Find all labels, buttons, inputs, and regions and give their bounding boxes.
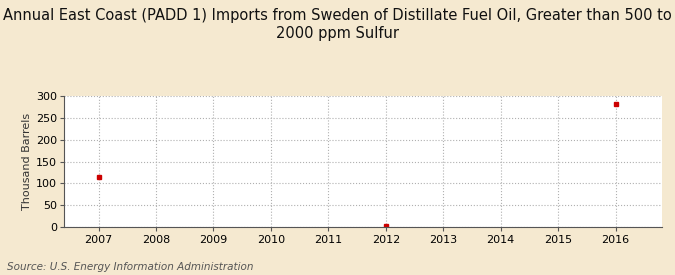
Y-axis label: Thousand Barrels: Thousand Barrels [22,113,32,210]
Text: Annual East Coast (PADD 1) Imports from Sweden of Distillate Fuel Oil, Greater t: Annual East Coast (PADD 1) Imports from … [3,8,672,41]
Text: Source: U.S. Energy Information Administration: Source: U.S. Energy Information Administ… [7,262,253,272]
